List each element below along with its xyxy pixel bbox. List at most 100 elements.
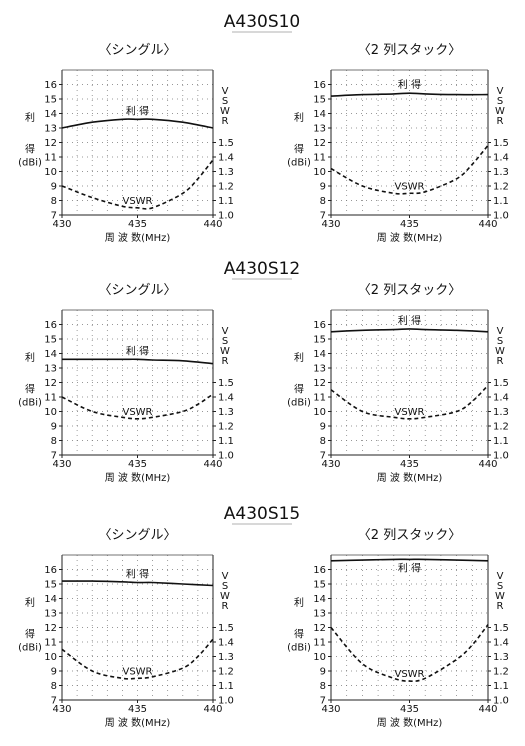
chart-3-y-left-label-char: 利 (25, 352, 35, 364)
chart-5-y-right-tick-label: 1.4 (218, 638, 234, 649)
chart-5-y-left-tick-label: 8 (51, 681, 57, 692)
chart-1-series-gain-line (61, 118, 214, 129)
chart-4-y-left-tick-label: 16 (313, 320, 326, 331)
chart-2-y-left-tick-label: 15 (313, 95, 326, 106)
chart-1-y-right-label-char: R (222, 116, 229, 127)
chart-4-y-right-label-char: S (497, 336, 503, 347)
chart-3-y-left-tick-label: 12 (44, 378, 57, 389)
chart-3-y-right-tick-label: 1.2 (218, 422, 234, 433)
chart-5-y-right-label-char: S (222, 581, 228, 592)
chart-5-x-tick-label: 440 (203, 704, 222, 715)
chart-1-y-left-tick-label: 14 (44, 109, 57, 120)
chart-3-series-gain-label: 利 得 (126, 345, 149, 357)
chart-3-y-left-label-char: 得 (25, 384, 35, 396)
chart-5-y-left-tick-label: 14 (44, 594, 57, 605)
chart-3-x-axis-label: 周 波 数(MHz) (105, 471, 171, 484)
chart-4-y-left-label-char: 得 (294, 384, 304, 396)
chart-3-y-right-tick-label: 1.3 (218, 407, 234, 418)
chart-6-y-left-label-unit: (dBi) (287, 643, 311, 654)
chart-2-title: 〈2 列スタック〉 (358, 43, 461, 58)
chart-2-y-right-tick-label: 1.1 (493, 196, 509, 207)
chart-5-y-left-label-unit: (dBi) (18, 643, 42, 654)
chart-4-y-left-tick-label: 11 (313, 393, 326, 404)
chart-3-y-left-tick-label: 13 (44, 364, 57, 375)
chart-1-y-right-tick-label: 1.4 (218, 153, 234, 164)
chart-5-y-right-tick-label: 1.5 (218, 623, 234, 634)
chart-3-y-left-tick-label: 15 (44, 335, 57, 346)
chart-5-y-left-tick-label: 10 (44, 652, 57, 663)
chart-1-y-right-tick-label: 1.0 (218, 211, 234, 222)
chart-1-series-vswr-label: VSWR (122, 196, 152, 207)
chart-6-y-left-tick-label: 14 (313, 594, 326, 605)
chart-1-y-left-tick-label: 8 (51, 196, 57, 207)
chart-4-series-vswr-line (330, 384, 489, 420)
chart-2-y-left-tick-label: 16 (313, 80, 326, 91)
chart-6-y-left-tick-label: 16 (313, 565, 326, 576)
chart-4-y-right-tick-label: 1.4 (493, 393, 509, 404)
chart-6-y-left-tick-label: 11 (313, 638, 326, 649)
chart-1-series-vswr-line (61, 159, 214, 210)
chart-5-x-tick-label: 435 (128, 704, 147, 715)
chart-1-y-right-tick-label: 1.1 (218, 196, 234, 207)
chart-2-y-right-tick-label: 1.2 (493, 182, 509, 193)
chart-6-y-right-label-char: S (497, 581, 503, 592)
chart-2-y-left-tick-label: 12 (313, 138, 326, 149)
chart-5-y-left-tick-label: 15 (44, 580, 57, 591)
chart-1-x-tick-label: 440 (203, 219, 222, 230)
chart-5-series-vswr-line (61, 638, 214, 680)
chart-5-y-left-tick-label: 13 (44, 609, 57, 620)
chart-1-y-right-tick-label: 1.3 (218, 167, 234, 178)
chart-4-y-right-tick-label: 1.3 (493, 407, 509, 418)
chart-3-y-left-tick-label: 9 (51, 422, 57, 433)
chart-2-y-left-tick-label: 10 (313, 167, 326, 178)
chart-3-y-right-tick-label: 1.1 (218, 436, 234, 447)
chart-1-x-axis-label: 周 波 数(MHz) (105, 231, 171, 244)
chart-2-series-gain-line (330, 92, 489, 97)
chart-3-series-vswr-label: VSWR (122, 407, 152, 418)
chart-5-y-right-tick-label: 1.2 (218, 667, 234, 678)
chart-5-y-left-tick-label: 16 (44, 565, 57, 576)
chart-2-y-left-tick-label: 13 (313, 124, 326, 135)
chart-1-y-right-tick-label: 1.5 (218, 138, 234, 149)
chart-2-x-tick-label: 435 (400, 219, 419, 230)
chart-6-y-left-tick-label: 12 (313, 623, 326, 634)
chart-6-y-left-tick-label: 15 (313, 580, 326, 591)
chart-6-y-left-tick-label: 10 (313, 652, 326, 663)
chart-6-y-right-tick-label: 1.4 (493, 638, 509, 649)
chart-5-series-gain-label: 利 得 (126, 569, 149, 581)
chart-2-y-left-label-char: 得 (294, 144, 304, 156)
chart-4-series-gain-line (330, 328, 489, 333)
chart-2-x-axis-label: 周 波 数(MHz) (377, 231, 443, 244)
chart-2-series-vswr-label: VSWR (394, 181, 424, 192)
chart-3-y-left-label-unit: (dBi) (18, 398, 42, 409)
chart-3-y-right-label-char: V (222, 326, 229, 337)
chart-3-y-right-tick-label: 1.4 (218, 393, 234, 404)
chart-1-y-left-tick-label: 10 (44, 167, 57, 178)
model-title: A430S10 (224, 12, 301, 32)
chart-1-y-left-label-unit: (dBi) (18, 158, 42, 169)
chart-3-x-tick-label: 430 (52, 459, 71, 470)
chart-3-title: 〈シングル〉 (98, 283, 176, 298)
chart-6-series-vswr-line (330, 624, 489, 682)
chart-2-y-right-label-char: S (497, 96, 503, 107)
chart-6-y-right-label-char: W (495, 591, 505, 602)
chart-3-y-right-label-char: W (220, 346, 230, 357)
chart-4-y-left-label-unit: (dBi) (287, 398, 311, 409)
chart-4-series-vswr-label: VSWR (394, 407, 424, 418)
chart-6-y-left-tick-label: 9 (320, 667, 326, 678)
chart-6-y-left-label-char: 得 (294, 629, 304, 641)
chart-1-y-right-label-char: V (222, 86, 229, 97)
chart-1-y-left-tick-label: 16 (44, 80, 57, 91)
chart-5-x-tick-label: 430 (52, 704, 71, 715)
chart-2-y-left-tick-label: 9 (320, 182, 326, 193)
chart-6-x-tick-label: 430 (321, 704, 340, 715)
chart-4-x-axis-label: 周 波 数(MHz) (377, 471, 443, 484)
chart-2-y-right-tick-label: 1.4 (493, 153, 509, 164)
chart-3-y-left-tick-label: 10 (44, 407, 57, 418)
chart-2-series-gain-label: 利 得 (398, 79, 421, 91)
chart-6-y-left-tick-label: 13 (313, 609, 326, 620)
chart-4-y-right-tick-label: 1.1 (493, 436, 509, 447)
chart-2-y-left-tick-label: 7 (320, 211, 326, 222)
chart-5-y-left-tick-label: 9 (51, 667, 57, 678)
chart-1-y-left-tick-label: 7 (51, 211, 57, 222)
